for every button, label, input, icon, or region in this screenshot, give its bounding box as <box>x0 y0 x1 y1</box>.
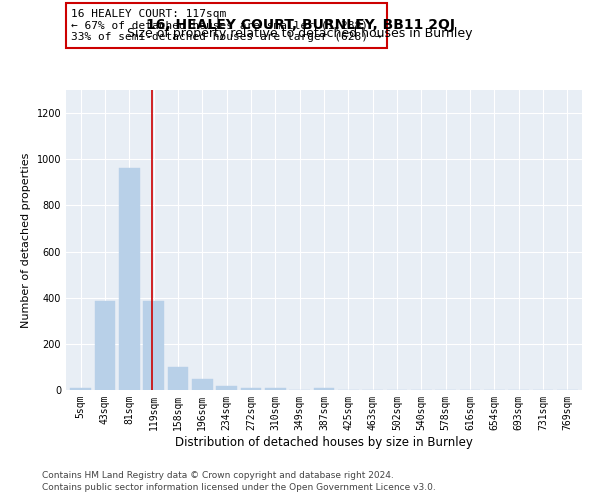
Bar <box>192 379 212 390</box>
Text: 16 HEALEY COURT: 117sqm
← 67% of detached houses are smaller (1,288)
33% of semi: 16 HEALEY COURT: 117sqm ← 67% of detache… <box>71 9 382 42</box>
Bar <box>241 388 262 390</box>
X-axis label: Distribution of detached houses by size in Burnley: Distribution of detached houses by size … <box>175 436 473 448</box>
Bar <box>216 386 237 390</box>
Text: Size of property relative to detached houses in Burnley: Size of property relative to detached ho… <box>127 28 473 40</box>
Bar <box>167 367 188 390</box>
Text: 16, HEALEY COURT, BURNLEY, BB11 2QJ: 16, HEALEY COURT, BURNLEY, BB11 2QJ <box>146 18 455 32</box>
Bar <box>70 388 91 390</box>
Bar <box>314 388 334 390</box>
Bar <box>119 168 140 390</box>
Bar <box>95 301 115 390</box>
Text: Contains HM Land Registry data © Crown copyright and database right 2024.: Contains HM Land Registry data © Crown c… <box>42 471 394 480</box>
Bar <box>143 301 164 390</box>
Y-axis label: Number of detached properties: Number of detached properties <box>21 152 31 328</box>
Text: Contains public sector information licensed under the Open Government Licence v3: Contains public sector information licen… <box>42 484 436 492</box>
Bar <box>265 388 286 390</box>
